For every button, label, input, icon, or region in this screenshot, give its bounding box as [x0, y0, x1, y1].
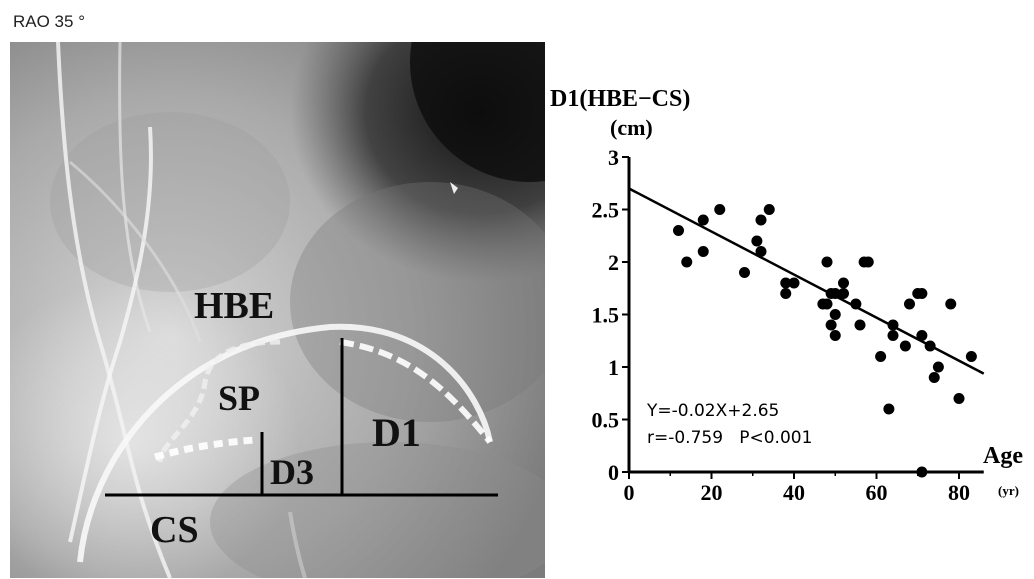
y-axis-label-line1: D1(HBE−CS)	[550, 86, 690, 112]
data-points	[673, 204, 977, 478]
figure-caption: RAO 35 °	[13, 12, 85, 31]
regression-line-group	[628, 187, 985, 375]
y-tick-label: 2	[608, 250, 619, 275]
x-tick-label: 80	[948, 480, 970, 505]
data-point	[755, 214, 767, 226]
data-point	[899, 340, 911, 352]
data-point	[763, 204, 775, 215]
data-point	[932, 361, 944, 373]
xray-image: HBE SP D3 D1 CS	[10, 42, 545, 578]
y-tick-label: 0.5	[592, 408, 620, 433]
data-point	[751, 235, 763, 247]
label-sp: SP	[218, 378, 260, 418]
y-tick-label: 3	[608, 145, 619, 170]
x-axis-label: Age	[983, 443, 1023, 469]
y-tick-label: 1	[608, 355, 619, 380]
data-point	[887, 319, 899, 331]
scatter-chart: D1(HBE−CS) (cm) 0 0.5 1 1.5 2 2.5 3 0 20 40 60 80 Y…	[550, 86, 1023, 505]
data-point	[673, 225, 684, 236]
data-point	[821, 256, 833, 268]
regression-equation: Y=-0.02X+2.65	[646, 401, 779, 421]
label-hbe: HBE	[194, 285, 274, 327]
data-point	[788, 277, 800, 289]
data-point	[739, 267, 750, 278]
data-point	[825, 319, 837, 331]
data-point	[965, 351, 977, 362]
correlation-stats: r=-0.759 P<0.001	[647, 428, 812, 448]
data-point	[829, 288, 841, 299]
data-point	[916, 330, 928, 341]
data-point	[838, 288, 849, 299]
y-tick-label: 0	[608, 460, 619, 485]
data-point	[945, 298, 957, 310]
data-point	[924, 340, 936, 352]
data-point	[953, 393, 965, 404]
data-point	[829, 309, 841, 320]
data-point	[875, 351, 887, 362]
data-point	[697, 246, 709, 257]
regression-line	[628, 187, 985, 375]
data-point	[904, 298, 915, 310]
y-tick-label: 2.5	[592, 198, 620, 223]
y-axis-label-line2: (cm)	[610, 115, 653, 140]
data-point	[854, 319, 866, 331]
data-point	[928, 372, 940, 383]
x-axis-unit: (yr)	[998, 483, 1019, 498]
data-point	[862, 256, 874, 268]
x-tick-label: 20	[701, 480, 723, 505]
data-point	[829, 330, 841, 341]
label-cs: CS	[150, 509, 199, 551]
ticks: 0 0.5 1 1.5 2 2.5 3 0 20 40 60 80	[592, 145, 971, 505]
data-point	[883, 403, 895, 415]
x-tick-label: 60	[866, 480, 888, 505]
data-point	[850, 298, 862, 310]
data-point	[697, 214, 709, 226]
data-point	[916, 288, 928, 299]
data-point	[887, 330, 899, 341]
data-point	[780, 288, 792, 299]
x-tick-label: 0	[624, 480, 635, 505]
data-point	[838, 277, 849, 289]
x-tick-label: 40	[783, 480, 805, 505]
data-point	[916, 466, 928, 478]
y-tick-label: 1.5	[592, 303, 620, 328]
data-point	[780, 277, 792, 289]
data-point	[681, 256, 693, 268]
data-point	[714, 204, 726, 215]
label-d3: D3	[270, 452, 314, 492]
label-d1: D1	[372, 410, 421, 455]
axes	[627, 157, 984, 474]
data-point	[755, 246, 767, 257]
data-point	[821, 298, 833, 310]
